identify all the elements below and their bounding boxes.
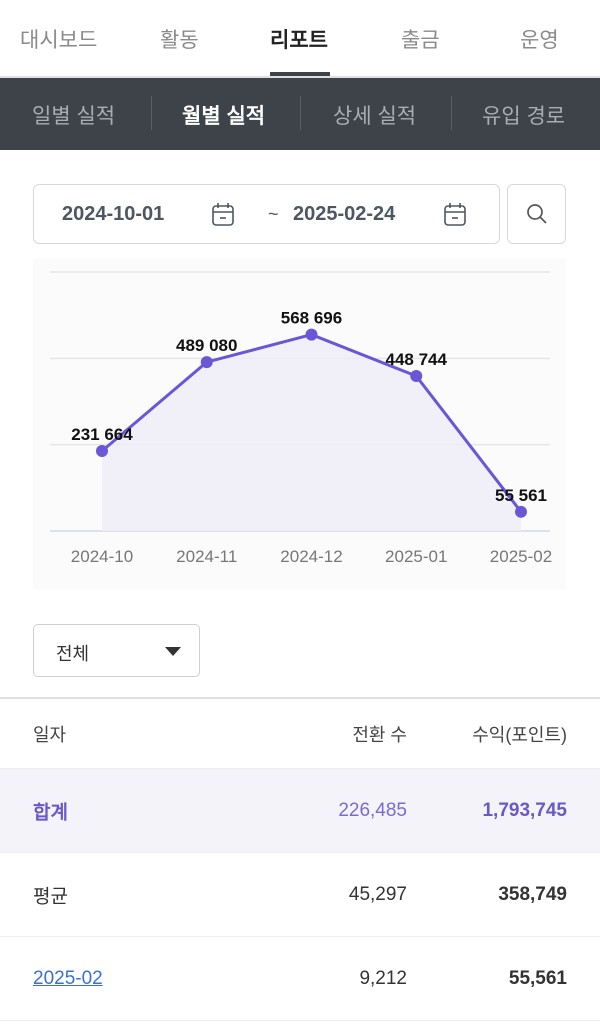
data-label: 489 080 — [176, 336, 237, 355]
top-nav: 대시보드 활동 리포트 출금 운영 — [0, 0, 600, 78]
start-date-input[interactable]: 2024-10-01 — [62, 203, 165, 225]
data-label: 55 561 — [495, 486, 547, 505]
data-point — [410, 370, 423, 383]
report-table: 일자 전환 수 수익(포인트) 합계 226,485 1,793,745 평균 … — [0, 697, 600, 1021]
data-label: 231 664 — [71, 425, 133, 444]
header-revenue: 수익(포인트) — [472, 724, 567, 745]
data-point — [200, 356, 213, 369]
table-row-total: 합계 226,485 1,793,745 — [0, 769, 600, 853]
table-row: 2025-02 9,212 55,561 — [0, 937, 600, 1021]
calendar-icon[interactable] — [212, 202, 234, 226]
table-header: 일자 전환 수 수익(포인트) — [0, 699, 600, 769]
table-row-average: 평균 45,297 358,749 — [0, 853, 600, 937]
subtab-daily[interactable]: 일별 실적 — [32, 105, 116, 128]
row-date-link[interactable]: 2025-02 — [33, 967, 103, 989]
tab-activity[interactable]: 활동 — [160, 29, 199, 52]
row-revenue: 358,749 — [498, 883, 567, 905]
x-tick-label: 2024-10 — [71, 547, 133, 566]
header-conversions: 전환 수 — [352, 724, 407, 745]
active-tab-indicator — [270, 72, 330, 76]
divider — [300, 96, 301, 130]
subtab-monthly[interactable]: 월별 실적 — [182, 105, 266, 128]
tab-withdraw[interactable]: 출금 — [401, 29, 440, 52]
subtab-referrer[interactable]: 유입 경로 — [482, 105, 566, 128]
divider — [451, 96, 452, 130]
row-label: 합계 — [33, 802, 68, 823]
filter-dropdown[interactable]: 전체 — [33, 624, 200, 677]
header-date: 일자 — [33, 724, 67, 745]
divider — [151, 96, 152, 130]
calendar-icon[interactable] — [444, 202, 466, 226]
search-button[interactable] — [507, 184, 566, 244]
filter-selected: 전체 — [56, 644, 90, 664]
search-icon — [527, 204, 547, 224]
subtab-detail[interactable]: 상세 실적 — [333, 105, 417, 128]
row-revenue: 1,793,745 — [482, 799, 567, 821]
data-label: 568 696 — [281, 309, 342, 328]
date-range-picker: 2024-10-01 ~ 2025-02-24 — [33, 184, 500, 244]
data-point — [305, 328, 318, 341]
data-point — [96, 444, 108, 457]
x-tick-label: 2024-12 — [280, 547, 342, 566]
x-tick-label: 2024-11 — [176, 547, 237, 566]
chart-svg: 231 664 2024-10 489 080 2024-11 568 696 2024-… — [50, 271, 552, 566]
data-label: 448 744 — [386, 350, 448, 369]
tab-dashboard[interactable]: 대시보드 — [20, 29, 98, 52]
row-conversions: 226,485 — [338, 799, 407, 821]
row-label: 평균 — [33, 886, 68, 907]
row-conversions: 9,212 — [359, 967, 407, 989]
revenue-line-chart: 231 664 2024-10 489 080 2024-11 568 696 2024-… — [33, 258, 566, 590]
range-separator: ~ — [268, 204, 279, 224]
data-point — [515, 505, 527, 518]
row-revenue: 55,561 — [508, 967, 567, 989]
area-fill — [102, 334, 521, 531]
sub-nav: 일별 실적 월별 실적 상세 실적 유입 경로 — [0, 78, 600, 150]
x-tick-label: 2025-02 — [490, 547, 552, 566]
tab-operation[interactable]: 운영 — [520, 29, 559, 52]
row-conversions: 45,297 — [348, 883, 407, 905]
tab-report[interactable]: 리포트 — [270, 29, 328, 52]
end-date-input[interactable]: 2025-02-24 — [293, 203, 396, 225]
caret-down-icon — [165, 647, 181, 656]
x-tick-label: 2025-01 — [385, 547, 447, 566]
